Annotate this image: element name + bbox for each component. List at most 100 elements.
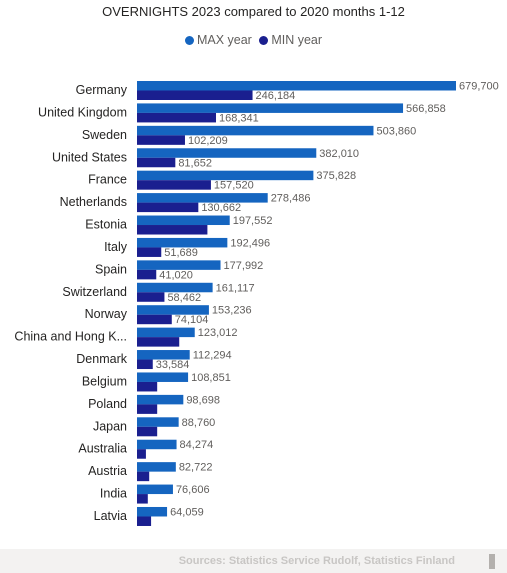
category-label: Australia bbox=[78, 442, 127, 456]
bar-min-year[interactable] bbox=[137, 202, 199, 213]
bar-min-year[interactable] bbox=[137, 516, 152, 526]
bar-min-year[interactable] bbox=[137, 157, 176, 168]
data-label-max: 375,828 bbox=[316, 170, 356, 182]
chart-legend: MAX year MIN year bbox=[0, 33, 507, 48]
bar-min-year[interactable] bbox=[137, 426, 158, 437]
scroll-handle[interactable] bbox=[489, 554, 495, 569]
category-label: Norway bbox=[85, 307, 128, 321]
data-label-max: 88,760 bbox=[182, 417, 216, 429]
data-label-min: 81,652 bbox=[178, 157, 212, 169]
bar-max-year[interactable] bbox=[137, 215, 230, 226]
data-label-min: 157,520 bbox=[214, 180, 254, 192]
bar-min-year[interactable] bbox=[137, 112, 217, 123]
data-label-max: 382,010 bbox=[319, 148, 359, 160]
bar-max-year[interactable] bbox=[137, 81, 456, 91]
data-label-max: 197,552 bbox=[233, 215, 273, 227]
bar-min-year[interactable] bbox=[137, 269, 157, 280]
data-label-max: 278,486 bbox=[271, 193, 311, 205]
bar-min-year[interactable] bbox=[137, 359, 153, 370]
bar-max-year[interactable] bbox=[137, 125, 374, 136]
bar-chart: Germany 679,700 246,184 United Kingdom 566,8… bbox=[14, 81, 499, 526]
bar-min-year[interactable] bbox=[137, 292, 165, 302]
bar-min-year[interactable] bbox=[137, 337, 180, 347]
bar-min-year[interactable] bbox=[137, 247, 162, 257]
category-label: Latvia bbox=[94, 509, 127, 523]
data-label-max: 153,236 bbox=[212, 305, 252, 317]
bar-max-year[interactable] bbox=[137, 327, 195, 338]
data-label-max: 503,860 bbox=[376, 125, 416, 137]
legend-marker-min bbox=[259, 35, 269, 45]
data-label-min: 168,341 bbox=[219, 112, 259, 124]
legend-marker-max bbox=[184, 35, 194, 45]
bar-min-year[interactable] bbox=[137, 494, 148, 504]
data-label-min: 51,689 bbox=[164, 247, 198, 259]
bar-min-year[interactable] bbox=[137, 180, 211, 190]
category-label: Switzerland bbox=[62, 285, 127, 299]
bar-min-year[interactable] bbox=[137, 381, 158, 392]
data-label-max: 98,698 bbox=[186, 394, 220, 406]
footer-bar: Sources: Statistics Service Rudolf, Stat… bbox=[0, 549, 507, 573]
bar-min-year[interactable] bbox=[137, 90, 253, 101]
category-label: China and Hong K... bbox=[14, 330, 127, 344]
data-label-min: 102,209 bbox=[188, 135, 228, 147]
category-label: Poland bbox=[88, 397, 127, 411]
bar-max-year[interactable] bbox=[137, 439, 177, 450]
category-label: India bbox=[100, 487, 127, 501]
category-label: Netherlands bbox=[60, 195, 127, 209]
bar-max-year[interactable] bbox=[137, 237, 228, 248]
data-label-min: 246,184 bbox=[256, 90, 296, 102]
category-label: Germany bbox=[76, 83, 128, 97]
bar-max-year[interactable] bbox=[137, 148, 317, 158]
category-label: United States bbox=[52, 150, 127, 164]
category-label: Japan bbox=[93, 419, 127, 433]
bar-max-year[interactable] bbox=[137, 103, 404, 113]
data-label-min: 41,020 bbox=[159, 269, 193, 281]
legend-label-max: MAX year bbox=[196, 33, 252, 47]
category-label: Denmark bbox=[76, 352, 127, 366]
data-label-max: 112,294 bbox=[193, 350, 232, 362]
data-label-max: 82,722 bbox=[179, 462, 213, 474]
data-label-max: 84,274 bbox=[180, 439, 214, 451]
bar-max-year[interactable] bbox=[137, 484, 173, 495]
legend-item-min[interactable]: MIN year bbox=[259, 33, 322, 47]
data-label-max: 64,059 bbox=[170, 506, 204, 518]
bar-min-year[interactable] bbox=[137, 449, 146, 459]
bar-max-year[interactable] bbox=[137, 305, 209, 315]
category-label: Belgium bbox=[82, 374, 127, 388]
bar-max-year[interactable] bbox=[137, 417, 179, 427]
bar-min-year[interactable] bbox=[137, 404, 158, 414]
bar-max-year[interactable] bbox=[137, 260, 221, 270]
bar-max-year[interactable] bbox=[137, 506, 168, 517]
legend-label-min: MIN year bbox=[271, 33, 323, 47]
data-label-max: 679,700 bbox=[459, 81, 499, 93]
category-label: Austria bbox=[88, 464, 127, 478]
data-label-min: 33,584 bbox=[156, 359, 190, 371]
category-label: Estonia bbox=[85, 218, 127, 232]
bar-max-year[interactable] bbox=[137, 282, 213, 293]
bar-max-year[interactable] bbox=[137, 350, 190, 360]
bar-min-year[interactable] bbox=[137, 135, 185, 145]
bar-max-year[interactable] bbox=[137, 193, 268, 203]
data-label-max: 108,851 bbox=[191, 372, 231, 384]
data-label-max: 123,012 bbox=[198, 327, 238, 339]
category-label: Italy bbox=[104, 240, 128, 254]
legend-item-max[interactable]: MAX year bbox=[184, 33, 252, 47]
bar-max-year[interactable] bbox=[137, 170, 314, 181]
bar-min-year[interactable] bbox=[137, 225, 208, 235]
data-label-max: 192,496 bbox=[230, 237, 270, 249]
source-note: Sources: Statistics Service Rudolf, Stat… bbox=[178, 555, 455, 567]
category-label: Sweden bbox=[82, 128, 127, 142]
data-label-max: 76,606 bbox=[176, 484, 210, 496]
category-label: United Kingdom bbox=[38, 105, 127, 119]
bar-min-year[interactable] bbox=[137, 314, 172, 325]
data-label-min: 130,662 bbox=[201, 202, 241, 214]
data-label-max: 177,992 bbox=[224, 260, 264, 272]
bar-max-year[interactable] bbox=[137, 394, 184, 405]
category-label: France bbox=[88, 173, 127, 187]
bar-min-year[interactable] bbox=[137, 471, 150, 482]
bar-max-year[interactable] bbox=[137, 372, 189, 382]
data-label-min: 58,462 bbox=[167, 292, 201, 304]
category-label: Spain bbox=[95, 262, 127, 276]
chart-title: OVERNIGHTS 2023 compared to 2020 months … bbox=[102, 4, 405, 19]
bar-max-year[interactable] bbox=[137, 462, 176, 472]
